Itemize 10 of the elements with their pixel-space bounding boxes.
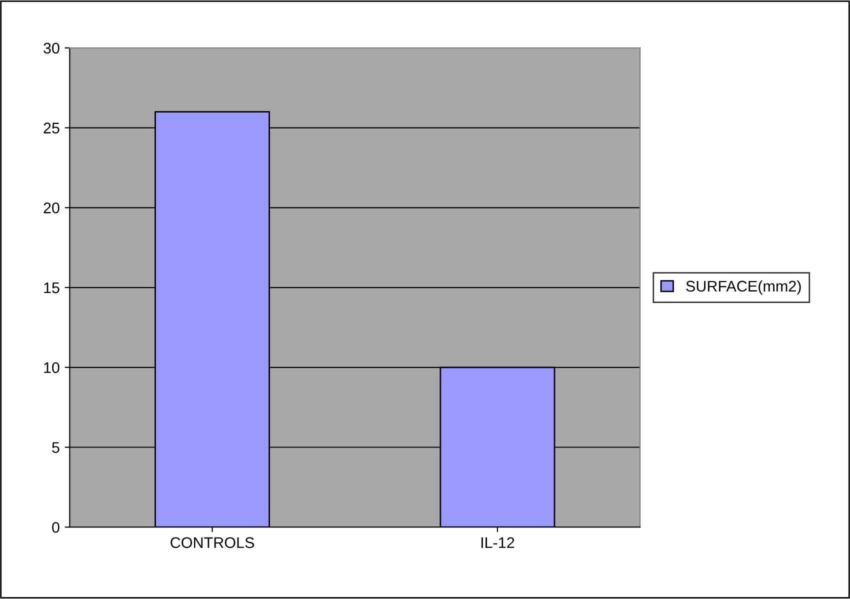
x-tick-label: CONTROLS [170, 537, 254, 548]
y-tick-label: 15 [44, 282, 60, 294]
legend-label: SURFACE(mm2) [686, 280, 801, 295]
y-tick-label: 0 [52, 522, 60, 533]
y-tick-label: 10 [44, 362, 60, 374]
y-tick-label: 25 [44, 122, 60, 134]
y-tick-label: 5 [52, 442, 60, 453]
y-tick-label: 20 [44, 202, 60, 214]
x-tick-label: IL-12 [481, 537, 514, 548]
y-tick-label: 30 [44, 42, 60, 54]
